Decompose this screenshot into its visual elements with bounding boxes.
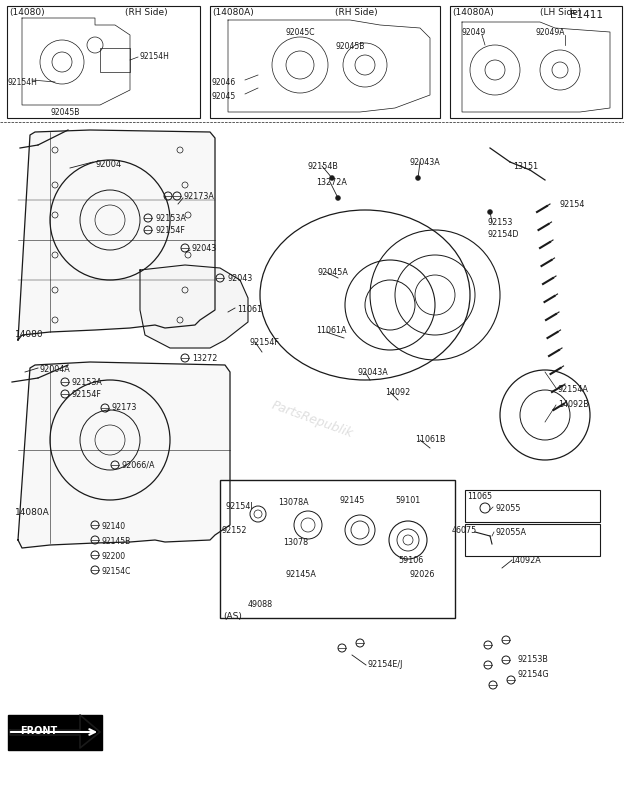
Bar — [7, 6, 200, 118]
Text: 13151: 13151 — [513, 162, 538, 171]
Text: 92145: 92145 — [340, 496, 366, 505]
Text: 92153B: 92153B — [518, 655, 549, 664]
Circle shape — [487, 210, 492, 214]
Text: 11061B: 11061B — [415, 435, 446, 444]
Circle shape — [336, 195, 341, 201]
Text: 92154I: 92154I — [226, 502, 253, 511]
Text: 92152: 92152 — [222, 526, 248, 535]
Text: 92153A: 92153A — [72, 378, 103, 387]
Text: 13272: 13272 — [192, 354, 217, 363]
Text: 14080: 14080 — [15, 330, 44, 339]
Text: 92173A: 92173A — [184, 192, 215, 201]
Text: 92154D: 92154D — [488, 230, 520, 239]
Text: 13078A: 13078A — [278, 498, 309, 507]
Bar — [465, 490, 600, 522]
Text: 92055: 92055 — [495, 504, 520, 513]
Text: E1411: E1411 — [570, 10, 603, 20]
Text: 14092A: 14092A — [510, 556, 541, 565]
Text: PartsRepublik: PartsRepublik — [270, 399, 354, 441]
Text: 92145A: 92145A — [285, 570, 316, 579]
Text: 59106: 59106 — [398, 556, 423, 565]
Text: 92045B: 92045B — [335, 42, 364, 51]
Polygon shape — [140, 265, 248, 348]
Text: 92173: 92173 — [112, 403, 137, 412]
Text: 92043A: 92043A — [410, 158, 441, 167]
Text: 14092B: 14092B — [558, 400, 589, 409]
Bar — [450, 6, 622, 118]
Text: 92045B: 92045B — [51, 108, 80, 117]
Text: 92055A: 92055A — [495, 528, 526, 537]
Text: (AS): (AS) — [223, 612, 242, 621]
Text: 59101: 59101 — [395, 496, 420, 505]
Text: 92140: 92140 — [102, 522, 126, 531]
Text: 92154C: 92154C — [102, 567, 132, 576]
Text: 49088: 49088 — [248, 600, 273, 609]
Circle shape — [416, 175, 421, 181]
Text: 92200: 92200 — [102, 552, 126, 561]
Text: (14080A): (14080A) — [212, 8, 254, 17]
Text: 92154B: 92154B — [308, 162, 339, 171]
Text: 92154F: 92154F — [72, 390, 102, 399]
Text: 11065: 11065 — [467, 492, 492, 501]
Text: 11061: 11061 — [237, 305, 262, 314]
Text: 13272A: 13272A — [316, 178, 347, 187]
Text: 92045: 92045 — [212, 92, 236, 101]
Text: 92145B: 92145B — [102, 537, 131, 546]
Text: 92045A: 92045A — [318, 268, 349, 277]
Text: 92066/A: 92066/A — [122, 461, 155, 470]
Text: 92046: 92046 — [212, 78, 236, 87]
Text: 92154F: 92154F — [156, 226, 186, 235]
Text: 92043A: 92043A — [358, 368, 389, 377]
Polygon shape — [18, 362, 230, 548]
Text: (14080A): (14080A) — [452, 8, 494, 17]
Text: 92154H: 92154H — [140, 52, 170, 61]
Text: (LH Side): (LH Side) — [540, 8, 582, 17]
Text: 11061A: 11061A — [316, 326, 346, 335]
Polygon shape — [10, 715, 100, 748]
Text: (RH Side): (RH Side) — [335, 8, 378, 17]
Text: 92043: 92043 — [227, 274, 252, 283]
Bar — [465, 524, 600, 556]
Text: (14080): (14080) — [9, 8, 45, 17]
Polygon shape — [18, 130, 215, 340]
Text: 92154E/J: 92154E/J — [368, 660, 403, 669]
Text: 92004A: 92004A — [40, 365, 71, 374]
Circle shape — [329, 175, 334, 181]
Text: 92045C: 92045C — [285, 28, 314, 37]
Text: 92153A: 92153A — [156, 214, 187, 223]
Text: FRONT: FRONT — [20, 726, 57, 736]
Text: 92049: 92049 — [462, 28, 486, 37]
Polygon shape — [8, 715, 102, 750]
Text: 92043: 92043 — [192, 244, 217, 253]
Text: 92154H: 92154H — [8, 78, 38, 87]
Text: 46075: 46075 — [452, 526, 477, 535]
Text: 14080A: 14080A — [15, 508, 50, 517]
Text: 92154F: 92154F — [250, 338, 280, 347]
Text: (RH Side): (RH Side) — [125, 8, 168, 17]
Text: 13078: 13078 — [283, 538, 308, 547]
Bar — [100, 48, 130, 72]
Bar — [210, 6, 440, 118]
Text: 92049A: 92049A — [535, 28, 565, 37]
Text: 92154G: 92154G — [518, 670, 550, 679]
Bar — [220, 480, 455, 618]
Text: 92026: 92026 — [410, 570, 436, 579]
Text: 92153: 92153 — [488, 218, 514, 227]
Text: 92154: 92154 — [560, 200, 585, 209]
Text: 14092: 14092 — [385, 388, 410, 397]
Text: 92004: 92004 — [95, 160, 121, 169]
Text: 92154A: 92154A — [558, 385, 589, 394]
